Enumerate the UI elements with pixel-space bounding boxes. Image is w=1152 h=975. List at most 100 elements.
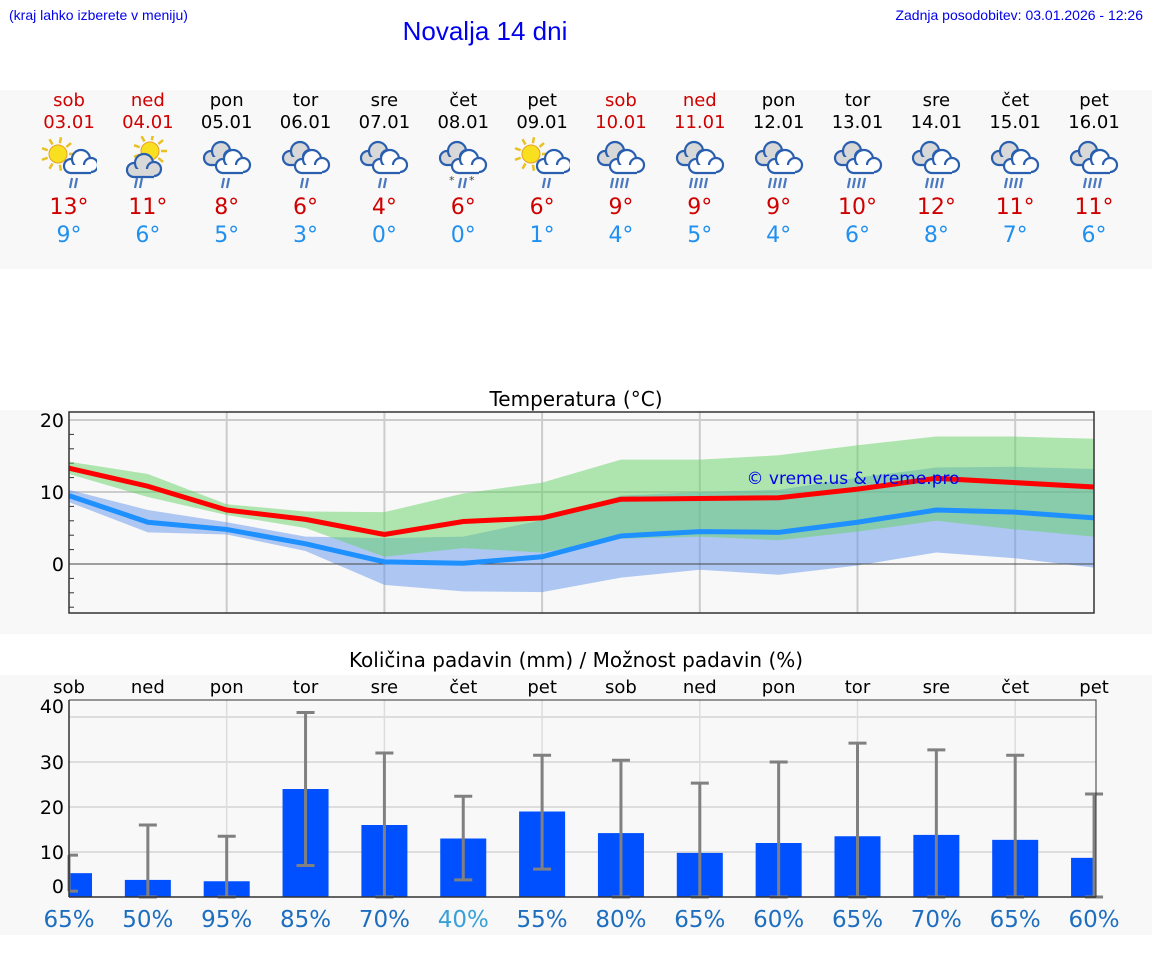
y-tick-label: 10: [40, 482, 64, 504]
temp-min: 9°: [56, 223, 82, 248]
day-column: čet 08.01 * * 6° 0°: [424, 90, 502, 250]
day-name: čet: [1001, 90, 1030, 111]
y-tick-label: 0: [52, 554, 64, 576]
day-name: sre: [922, 90, 951, 111]
day-name: čet: [449, 90, 478, 111]
precip-probability: 70%: [911, 907, 962, 933]
x-category-label: pon: [762, 677, 796, 698]
day-date: 05.01: [200, 112, 253, 133]
temp-max: 13°: [49, 195, 89, 220]
error-bar: [533, 753, 552, 871]
x-category-label: čet: [449, 677, 477, 698]
watermark: © vreme.us & vreme.pro: [746, 469, 959, 489]
y-tick-label: 10: [40, 842, 64, 864]
svg-text:*: *: [469, 174, 475, 187]
day-date: 07.01: [358, 112, 411, 133]
precip-chart-title: Količina padavin (mm) / Možnost padavin …: [348, 648, 804, 672]
cloud-rain-icon: [188, 136, 266, 194]
day-date: 13.01: [831, 112, 884, 133]
error-bar: [296, 711, 315, 867]
day-date: 15.01: [989, 112, 1041, 133]
day-name: tor: [292, 90, 319, 111]
temp-max: 9°: [687, 195, 713, 220]
day-date: 12.01: [752, 112, 805, 133]
precip-probability: 60%: [1068, 907, 1119, 933]
precip-probability: 40%: [438, 907, 489, 933]
precip-probability: 70%: [359, 907, 410, 933]
temp-min: 6°: [135, 223, 161, 248]
error-bar: [454, 794, 473, 882]
day-date: 09.01: [516, 112, 568, 133]
day-date: 10.01: [595, 112, 647, 133]
cloud-rain-icon: [267, 136, 345, 194]
temp-min: 1°: [529, 223, 555, 248]
cloud-heavy-rain-icon: [897, 136, 975, 194]
temp-min: 4°: [766, 223, 792, 248]
y-tick-label: 0: [52, 876, 64, 898]
day-name: ned: [130, 90, 165, 111]
temperature-chart-title: Temperatura (°C): [489, 387, 663, 411]
temp-max: 11°: [128, 195, 168, 220]
x-category-label: tor: [293, 677, 319, 698]
temp-max: 11°: [1074, 195, 1114, 220]
temp-min: 5°: [214, 223, 240, 248]
cloud-rain-icon: [345, 136, 423, 194]
day-name: sre: [370, 90, 399, 111]
day-column: pet 16.01 11° 6°: [1055, 90, 1133, 250]
sun-behind-cloud-rain-icon: [109, 136, 187, 194]
day-column: tor 06.01 6° 3°: [267, 90, 345, 250]
cloud-heavy-rain-icon: [740, 136, 818, 194]
temp-min: 8°: [923, 223, 949, 248]
temp-max: 6°: [293, 195, 319, 220]
day-name: pet: [1079, 90, 1109, 111]
last-updated: Zadnja posodobitev: 03.01.2026 - 12:26: [895, 7, 1143, 23]
temp-max: 6°: [450, 195, 476, 220]
location-hint: (kraj lahko izberete v meniju): [9, 7, 188, 23]
day-name: pet: [527, 90, 557, 111]
temp-min: 6°: [1081, 223, 1107, 248]
precip-probability: 65%: [674, 907, 725, 933]
day-name: sob: [53, 90, 85, 111]
x-category-label: tor: [845, 677, 871, 698]
temp-min: 5°: [687, 223, 713, 248]
x-category-label: pon: [210, 677, 244, 698]
day-column: sob 10.01 9° 4°: [582, 90, 660, 250]
day-date: 14.01: [910, 112, 963, 133]
precip-probability: 50%: [122, 907, 173, 933]
x-category-label: pet: [1079, 677, 1109, 698]
day-name: tor: [844, 90, 871, 111]
sun-cloud-rain-icon: [503, 136, 581, 194]
day-column: sob 03.01 13° 9°: [30, 90, 108, 250]
temp-min: 7°: [1002, 223, 1028, 248]
day-name: ned: [682, 90, 717, 111]
day-column: čet 15.01 11° 7°: [976, 90, 1054, 250]
day-column: ned 11.01 9° 5°: [661, 90, 739, 250]
temp-max: 6°: [529, 195, 555, 220]
x-category-label: sre: [923, 677, 950, 698]
precip-chart-bg: [0, 675, 1152, 935]
precip-bar: [69, 873, 92, 897]
page-title: Novalja 14 dni: [402, 16, 568, 46]
temp-min: 3°: [293, 223, 319, 248]
precip-probability: 95%: [201, 907, 252, 933]
day-name: pon: [761, 90, 796, 111]
temp-max: 8°: [214, 195, 240, 220]
cloud-heavy-rain-icon: [819, 136, 897, 194]
cloud-heavy-rain-icon: [582, 136, 660, 194]
precip-probability: 80%: [595, 907, 646, 933]
day-column: pet 09.01 6° 1°: [503, 90, 581, 250]
precip-probability: 65%: [43, 907, 94, 933]
min-temp-line: [68, 493, 1095, 566]
day-name: sob: [605, 90, 637, 111]
x-category-label: sob: [605, 677, 637, 698]
plot-frame: [69, 699, 1097, 897]
temp-max: 10°: [838, 195, 877, 220]
day-date: 04.01: [122, 112, 174, 133]
x-category-label: sob: [53, 677, 85, 698]
precip-bar: [1071, 857, 1094, 897]
temp-min: 4°: [608, 223, 634, 248]
day-date: 06.01: [279, 112, 332, 133]
temp-max: 9°: [766, 195, 792, 220]
precip-probability: 55%: [517, 907, 568, 933]
